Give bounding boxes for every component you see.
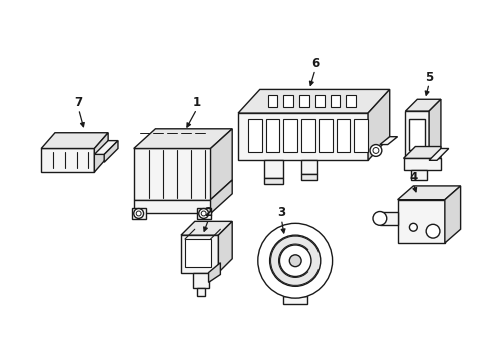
Polygon shape xyxy=(41,133,108,148)
Polygon shape xyxy=(444,186,460,243)
Polygon shape xyxy=(408,119,424,150)
Polygon shape xyxy=(196,208,210,219)
Polygon shape xyxy=(238,113,367,160)
Polygon shape xyxy=(208,263,220,282)
Circle shape xyxy=(198,208,208,219)
Text: 2: 2 xyxy=(204,206,212,219)
Polygon shape xyxy=(299,95,308,107)
Polygon shape xyxy=(330,95,340,107)
Polygon shape xyxy=(133,129,232,148)
Polygon shape xyxy=(379,137,397,145)
Text: 7: 7 xyxy=(74,96,82,109)
Polygon shape xyxy=(41,148,94,172)
Polygon shape xyxy=(301,119,314,152)
Polygon shape xyxy=(336,119,349,152)
Polygon shape xyxy=(283,119,297,152)
Circle shape xyxy=(269,235,320,286)
Polygon shape xyxy=(403,147,440,158)
Text: 4: 4 xyxy=(408,171,417,184)
Circle shape xyxy=(369,145,381,156)
Polygon shape xyxy=(104,141,118,162)
Polygon shape xyxy=(301,160,316,174)
Circle shape xyxy=(133,208,143,219)
Polygon shape xyxy=(403,158,440,170)
Text: 6: 6 xyxy=(310,57,318,70)
Polygon shape xyxy=(133,200,210,213)
Circle shape xyxy=(279,245,310,276)
Polygon shape xyxy=(301,174,316,180)
Text: 5: 5 xyxy=(424,71,432,84)
Polygon shape xyxy=(397,200,444,243)
Polygon shape xyxy=(181,221,232,235)
Polygon shape xyxy=(133,148,210,200)
Polygon shape xyxy=(267,95,277,107)
Polygon shape xyxy=(196,288,204,296)
Circle shape xyxy=(372,212,386,225)
Polygon shape xyxy=(238,89,389,113)
Polygon shape xyxy=(397,186,460,200)
Polygon shape xyxy=(405,111,428,168)
Polygon shape xyxy=(283,95,293,107)
Polygon shape xyxy=(318,119,332,152)
Polygon shape xyxy=(247,119,261,152)
Text: 3: 3 xyxy=(277,206,285,219)
Polygon shape xyxy=(283,296,306,304)
Circle shape xyxy=(257,223,332,298)
Polygon shape xyxy=(131,208,145,219)
Polygon shape xyxy=(94,133,108,172)
Circle shape xyxy=(408,223,416,231)
Polygon shape xyxy=(94,141,118,154)
Polygon shape xyxy=(184,239,210,267)
Polygon shape xyxy=(314,95,324,107)
Polygon shape xyxy=(353,119,367,152)
Polygon shape xyxy=(263,178,283,184)
Polygon shape xyxy=(181,235,218,273)
Circle shape xyxy=(289,255,301,267)
Polygon shape xyxy=(346,95,356,107)
Polygon shape xyxy=(192,273,208,288)
Text: 1: 1 xyxy=(192,96,201,109)
Polygon shape xyxy=(428,148,448,160)
Polygon shape xyxy=(367,89,389,160)
Circle shape xyxy=(425,224,439,238)
Polygon shape xyxy=(263,160,283,178)
Polygon shape xyxy=(210,129,232,200)
Polygon shape xyxy=(210,180,232,213)
Polygon shape xyxy=(265,119,279,152)
Polygon shape xyxy=(410,170,426,180)
Polygon shape xyxy=(379,212,397,225)
Polygon shape xyxy=(428,99,440,168)
Polygon shape xyxy=(405,99,440,111)
Polygon shape xyxy=(218,221,232,273)
